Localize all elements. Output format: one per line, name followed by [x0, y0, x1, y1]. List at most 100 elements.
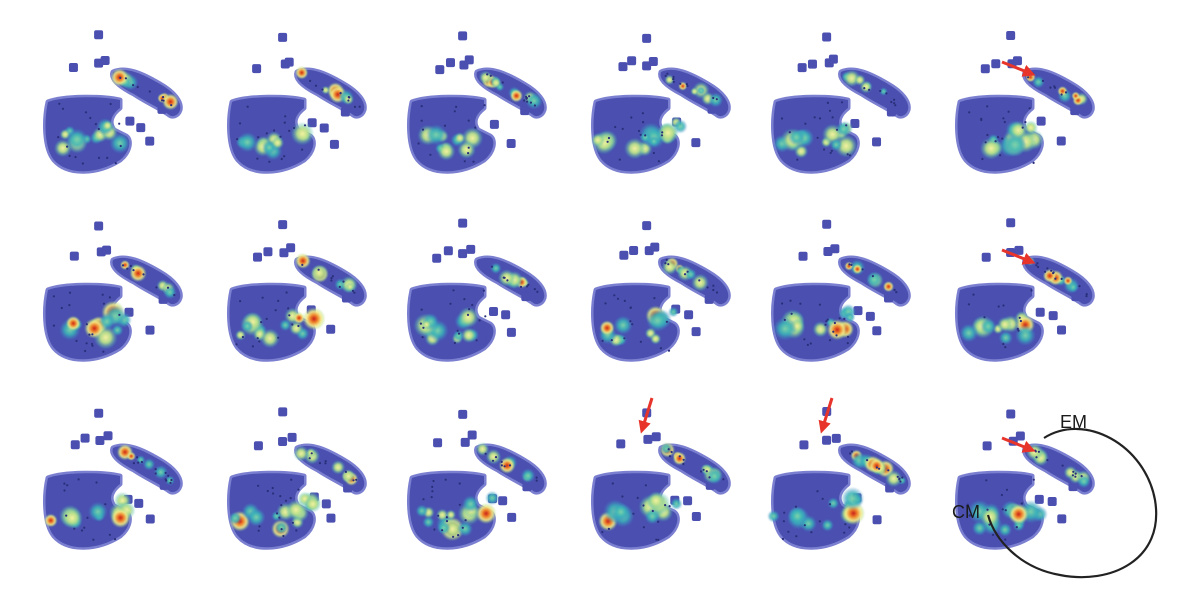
cell-dot — [283, 155, 286, 158]
cell-dot — [831, 116, 834, 119]
cell-dot — [828, 339, 832, 342]
cell-dot — [314, 84, 318, 87]
cell-dot — [991, 533, 995, 536]
cell-square — [498, 496, 508, 506]
cell-square — [1048, 311, 1058, 321]
cell-dot — [803, 338, 806, 341]
cell-dot — [91, 333, 94, 336]
cell-dot — [466, 313, 470, 316]
cell-square — [1035, 307, 1045, 317]
intensity-spot — [1015, 325, 1036, 346]
cell-dot — [893, 288, 896, 291]
cell-dot — [85, 323, 88, 326]
cell-dot — [342, 280, 345, 283]
cell-dot — [52, 324, 56, 327]
cell-dot — [236, 138, 239, 141]
cell-square — [797, 63, 807, 73]
intensity-spot — [684, 268, 697, 281]
cell-dot — [239, 300, 242, 303]
cell-dot — [348, 96, 351, 99]
cell-dot — [92, 538, 95, 541]
cell-dot — [899, 480, 902, 483]
cell-dot — [794, 505, 798, 508]
cell-square — [445, 58, 455, 68]
cell-square — [94, 408, 104, 418]
cell-dot — [1085, 295, 1088, 298]
panel-r3-c4 — [591, 397, 731, 550]
cranial-region — [45, 473, 130, 548]
cell-dot — [271, 486, 274, 490]
cell-dot — [272, 492, 275, 495]
cell-dot — [484, 315, 487, 318]
cell-square — [284, 57, 294, 67]
intensity-spot — [868, 457, 885, 474]
intensity-spot — [829, 138, 843, 151]
cell-dot — [893, 98, 896, 101]
cell-square — [616, 439, 626, 449]
cell-square — [807, 59, 817, 69]
intensity-spot — [304, 495, 322, 513]
intensity-spot — [293, 312, 305, 324]
intensity-spot — [646, 309, 669, 332]
cell-square — [521, 292, 531, 302]
cell-dot — [623, 337, 626, 340]
cell-dot — [160, 99, 164, 102]
cell-dot — [833, 321, 836, 325]
cell-dot — [57, 136, 60, 139]
cell-dot — [280, 504, 283, 507]
cell-dot — [660, 134, 664, 137]
panel-r1-c4 — [590, 33, 731, 174]
cell-dot — [463, 298, 466, 301]
cell-dot — [601, 339, 604, 342]
intensity-spot — [1008, 120, 1028, 140]
cell-dot — [1020, 502, 1023, 505]
cell-dot — [1060, 277, 1063, 280]
cell-dot — [73, 527, 76, 530]
cell-dot — [894, 104, 897, 107]
cell-square — [69, 251, 79, 261]
intensity-spot — [836, 121, 852, 137]
cell-dot — [621, 495, 624, 498]
cell-dot — [101, 293, 104, 296]
cell-dot — [664, 262, 667, 265]
cell-dot — [818, 520, 821, 523]
panel-r2-c6 — [955, 218, 1095, 362]
cell-dot — [295, 529, 298, 532]
cell-dot — [330, 279, 333, 282]
cell-dot — [1018, 316, 1021, 319]
cell-dot — [173, 293, 176, 297]
cell-dot — [651, 509, 654, 513]
cell-dot — [290, 478, 293, 481]
cell-dot — [715, 98, 718, 101]
cell-dot — [980, 117, 983, 120]
cell-dot — [279, 495, 282, 498]
cell-dot — [642, 504, 645, 507]
cell-dot — [826, 101, 829, 104]
cell-dot — [523, 99, 526, 102]
cell-square — [80, 433, 90, 443]
cell-dot — [63, 489, 66, 492]
cell-dot — [58, 102, 61, 105]
cell-dot — [1002, 304, 1005, 307]
intensity-spot — [997, 316, 1013, 333]
cell-dot — [527, 283, 530, 286]
cell-dot — [431, 485, 434, 488]
cell-dot — [162, 95, 165, 99]
cell-dot — [672, 75, 675, 79]
cell-square — [506, 327, 516, 337]
cell-dot — [1036, 262, 1039, 265]
cell-dot — [806, 343, 809, 346]
cell-dot — [828, 503, 832, 506]
cell-dot — [169, 481, 172, 484]
cell-dot — [81, 162, 84, 165]
cell-square — [684, 310, 694, 320]
cell-dot — [494, 456, 498, 459]
cell-dot — [463, 160, 466, 163]
cell-dot — [999, 154, 1002, 157]
cell-dot — [324, 462, 327, 465]
cell-dot — [61, 107, 65, 110]
intensity-spot — [883, 281, 894, 292]
cell-dot — [668, 455, 672, 458]
intensity-spot — [639, 131, 651, 143]
cell-square — [145, 325, 155, 335]
